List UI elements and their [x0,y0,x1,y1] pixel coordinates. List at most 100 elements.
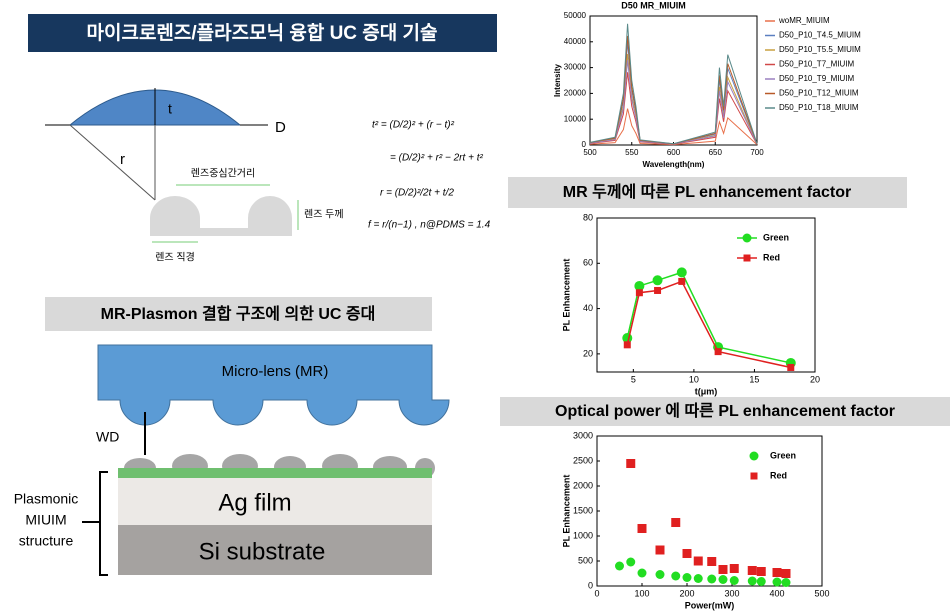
section-banner [500,397,950,426]
x-tick-label: 600 [667,148,681,157]
series-line [589,23,758,145]
label-d: D [275,119,286,136]
marker [756,567,766,576]
legend-label: Red [763,252,780,262]
y-tick-label: 20000 [564,89,587,98]
marker [626,557,636,567]
x-axis-label: Power(mW) [685,600,735,610]
label: WD [96,429,119,445]
legend-label: D50_P10_T5.5_MIUIM [779,45,861,54]
x-axis-label: Wavelength(nm) [643,160,705,169]
y-tick-label: 30000 [564,63,587,72]
x-tick-label: 650 [709,148,723,157]
legend-label: Green [763,232,789,242]
x-tick-label: 500 [583,148,597,157]
marker [626,459,636,468]
marker [652,275,663,286]
x-tick-label: 100 [634,588,649,598]
series-line [589,35,758,145]
x-tick-label: 15 [749,374,759,384]
y-tick-label: 40 [583,303,593,313]
marker [718,575,728,584]
marker [682,573,692,582]
legend-marker [743,254,751,262]
series-line [626,280,791,369]
marker [756,577,766,586]
label: Micro-lens (MR) [222,363,329,380]
x-tick-label: 200 [679,588,694,598]
series-line [589,108,758,146]
section-title: MR-Plasmon 결합 구조에 의한 UC 증대 [101,304,376,323]
section-banner [45,297,432,331]
title-banner [28,14,497,52]
x-tick-label: 20 [810,374,820,384]
formula: r = (D/2)²/2t + t/2 [380,188,454,199]
marker [654,286,662,294]
marker [747,566,757,575]
marker [729,564,739,573]
y-tick-label: 10000 [564,114,587,123]
radius-line [69,124,156,201]
marker [729,576,739,585]
y-axis-label: PL Enhancement [561,259,571,332]
marker [772,568,782,577]
plot-frame [589,15,758,146]
y-tick-label: 1500 [573,505,593,515]
ag-film [118,478,432,525]
section-banner [508,177,907,208]
label: Si substrate [199,538,326,565]
label: 렌즈중심간거리 [191,168,255,180]
legend-marker [742,233,752,243]
marker [781,578,791,587]
marker [772,577,782,587]
marker [637,524,647,533]
series-line [589,72,758,145]
marker [676,267,687,278]
y-tick-label: 40000 [564,37,587,46]
legend-label: D50_P10_T4.5_MIUIM [779,31,861,40]
marker [623,341,631,349]
x-tick-label: 0 [594,588,599,598]
y-tick-label: 2000 [573,480,593,490]
dots-layer [118,468,432,478]
y-tick-label: 60 [583,258,593,268]
microlens [97,344,450,426]
marker [655,570,665,579]
y-tick-label: 0 [588,580,593,590]
label-t: t [168,101,172,117]
label-r: r [120,151,125,168]
formula: t² = (D/2)² + (r − t)² [372,120,455,131]
y-tick-label: 1000 [573,530,593,540]
y-tick-label: 80 [583,212,593,222]
plot-frame [596,217,816,373]
si-substrate [118,525,432,575]
marker [747,576,757,586]
label: Ag film [218,489,291,516]
marker [693,556,703,566]
x-tick-label: 400 [769,588,784,598]
marker [714,348,722,356]
marker [615,561,624,571]
y-tick-label: 500 [578,555,593,565]
section-title: MR 두께에 따른 PL enhancement factor [563,183,851,201]
lens-profile [150,196,292,236]
x-tick-label: 300 [724,588,739,598]
label: 렌즈 직경 [155,251,195,264]
bracket [82,471,108,576]
x-axis-label: t(μm) [695,386,718,396]
marker [637,568,647,578]
marker [693,574,703,583]
y-axis-label: Intensity [553,64,562,97]
y-tick-label: 2500 [573,455,593,465]
y-tick-label: 0 [582,140,587,149]
marker [655,545,665,555]
x-tick-label: 10 [689,374,699,384]
y-tick-label: 50000 [564,11,587,20]
marker [682,549,692,558]
label: Plasmonic [14,491,79,507]
x-tick-label: 500 [814,588,829,598]
y-tick-label: 3000 [573,430,593,440]
formula: f = r/(n−1) , n@PDMS = 1.4 [368,220,491,231]
legend-marker [750,472,758,480]
